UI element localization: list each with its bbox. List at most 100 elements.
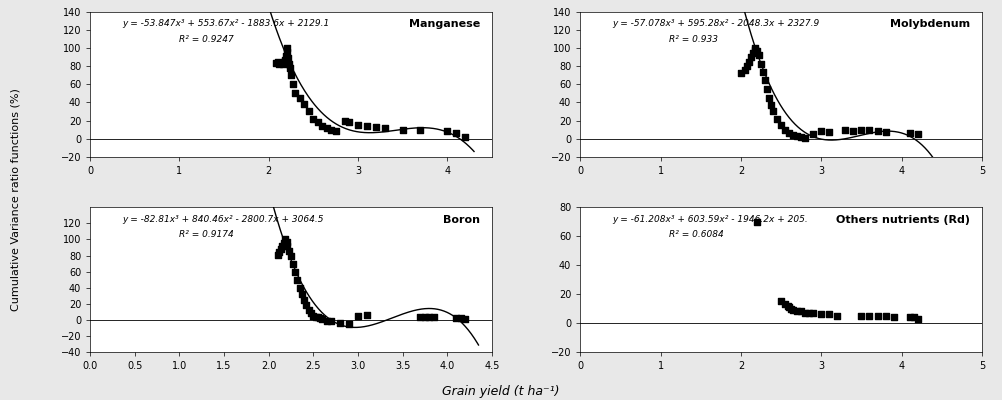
- Point: [283, 65, 299, 71]
- Point: [324, 126, 340, 133]
- Text: Cumulative Variance ratio functions (%): Cumulative Variance ratio functions (%): [10, 88, 20, 312]
- Point: [878, 313, 894, 319]
- Text: R² = 0.6084: R² = 0.6084: [668, 230, 723, 240]
- Point: [742, 54, 759, 60]
- Point: [762, 95, 778, 101]
- Point: [359, 123, 375, 129]
- Point: [453, 315, 469, 322]
- Point: [802, 310, 818, 316]
- Point: [324, 318, 340, 325]
- Point: [270, 58, 286, 65]
- Text: y = -57.078x³ + 595.28x² - 2048.3x + 2327.9: y = -57.078x³ + 595.28x² - 2048.3x + 232…: [612, 19, 820, 28]
- Point: [280, 243, 296, 249]
- Point: [288, 90, 304, 96]
- Point: [748, 48, 765, 54]
- Point: [276, 58, 292, 65]
- Point: [315, 123, 331, 129]
- Point: [754, 60, 770, 67]
- Point: [292, 284, 308, 291]
- Point: [337, 117, 353, 124]
- Point: [798, 134, 814, 141]
- Point: [778, 126, 794, 133]
- Point: [274, 246, 290, 252]
- Point: [341, 321, 357, 327]
- Text: Manganese: Manganese: [409, 19, 480, 29]
- Point: [279, 45, 295, 51]
- Point: [308, 314, 324, 320]
- Point: [301, 307, 317, 314]
- Point: [306, 313, 322, 319]
- Point: [413, 127, 429, 134]
- Text: R² = 0.9174: R² = 0.9174: [178, 230, 233, 240]
- Point: [746, 47, 763, 53]
- Text: R² = 0.9247: R² = 0.9247: [178, 35, 233, 44]
- Point: [303, 310, 319, 317]
- Point: [275, 61, 291, 68]
- Point: [422, 314, 438, 321]
- Point: [870, 313, 886, 319]
- Point: [862, 313, 878, 319]
- Point: [806, 310, 822, 316]
- Point: [764, 102, 780, 108]
- Point: [786, 132, 802, 138]
- Point: [275, 243, 291, 249]
- Point: [350, 122, 366, 128]
- Text: Boron: Boron: [443, 214, 480, 224]
- Point: [766, 108, 782, 115]
- Point: [910, 316, 926, 322]
- Point: [822, 311, 838, 318]
- Point: [279, 239, 295, 245]
- Point: [283, 72, 299, 78]
- Point: [270, 252, 286, 258]
- Point: [862, 126, 878, 133]
- Point: [310, 314, 326, 321]
- Point: [786, 307, 802, 313]
- Point: [870, 128, 886, 134]
- Point: [328, 128, 344, 134]
- Point: [744, 50, 761, 56]
- Point: [780, 302, 796, 309]
- Point: [310, 119, 326, 126]
- Point: [790, 133, 806, 139]
- Point: [830, 313, 846, 319]
- Point: [306, 116, 322, 122]
- Point: [448, 130, 464, 136]
- Point: [910, 131, 926, 137]
- Point: [782, 304, 798, 310]
- Point: [774, 122, 790, 128]
- Point: [783, 305, 799, 312]
- Point: [782, 130, 798, 136]
- Text: y = -82.81x³ + 840.46x² - 2800.7x + 3064.5: y = -82.81x³ + 840.46x² - 2800.7x + 3064…: [122, 214, 324, 224]
- Point: [272, 249, 288, 256]
- Point: [886, 314, 902, 320]
- Point: [902, 314, 918, 320]
- Point: [790, 308, 806, 315]
- Point: [290, 276, 306, 283]
- Point: [798, 310, 814, 316]
- Point: [395, 126, 411, 133]
- Point: [854, 127, 870, 134]
- Point: [748, 218, 765, 225]
- Text: y = -61.208x³ + 603.59x² - 1946.2x + 205.: y = -61.208x³ + 603.59x² - 1946.2x + 205…: [612, 214, 809, 224]
- Point: [315, 316, 331, 322]
- Point: [277, 57, 293, 63]
- Point: [854, 313, 870, 319]
- Point: [878, 129, 894, 136]
- Point: [794, 308, 810, 315]
- Point: [277, 236, 293, 243]
- Point: [274, 60, 290, 66]
- Point: [294, 291, 310, 297]
- Point: [313, 315, 329, 322]
- Point: [806, 131, 822, 137]
- Point: [350, 313, 366, 319]
- Point: [272, 60, 288, 67]
- Point: [377, 124, 393, 131]
- Text: R² = 0.933: R² = 0.933: [668, 35, 717, 44]
- Point: [359, 312, 375, 318]
- Point: [417, 314, 433, 320]
- Point: [758, 77, 774, 83]
- Point: [814, 128, 830, 134]
- Point: [332, 320, 348, 326]
- Point: [774, 298, 790, 304]
- Text: Others nutrients (Rd): Others nutrients (Rd): [836, 214, 970, 224]
